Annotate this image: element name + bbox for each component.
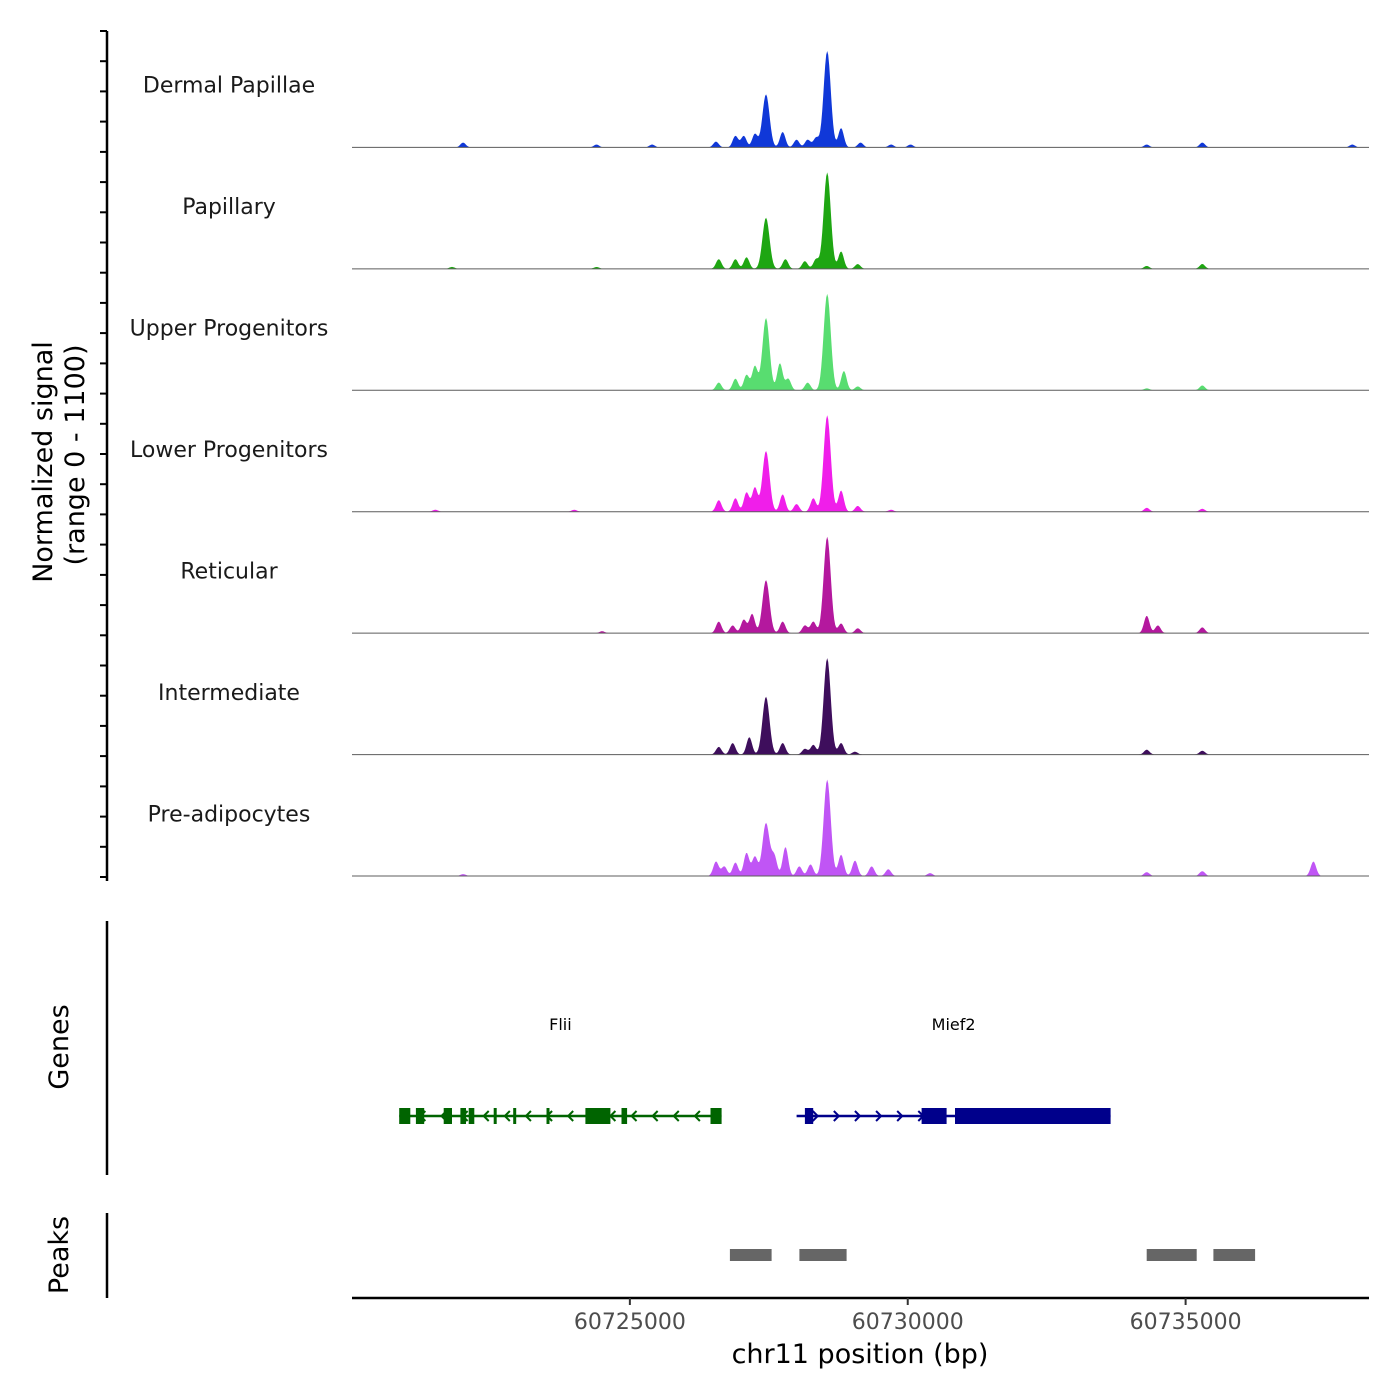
- exon-0-3: [460, 1108, 466, 1124]
- x-tick-label-2: 60735000: [1130, 1310, 1242, 1335]
- exon-0-7: [546, 1108, 550, 1124]
- strand-arrow: [503, 1110, 511, 1122]
- exon-0-2: [443, 1108, 452, 1124]
- x-tick-label-1: 60730000: [852, 1310, 964, 1335]
- signal-y-axis: [100, 30, 109, 881]
- peak-region-2: [1146, 1249, 1197, 1261]
- track-label-4: Reticular: [180, 559, 278, 584]
- strand-arrow: [651, 1110, 659, 1122]
- signal-area-6: [352, 779, 1369, 876]
- peak-region-0: [729, 1249, 772, 1261]
- exon-0-9: [621, 1108, 628, 1124]
- peak-region-3: [1213, 1249, 1256, 1261]
- exon-0-4: [468, 1108, 475, 1124]
- track-label-0: Dermal Papillae: [143, 74, 315, 99]
- track-label-2: Upper Progenitors: [130, 317, 329, 342]
- signal-area-5: [352, 658, 1369, 755]
- exon-0-1: [415, 1108, 425, 1124]
- exon-1-2: [955, 1108, 1111, 1124]
- gene-models: Flii Mief2: [399, 1015, 1111, 1124]
- track-label-3: Lower Progenitors: [130, 438, 328, 463]
- exon-0-8: [585, 1108, 611, 1124]
- genes-track-title: Genes: [44, 1004, 75, 1089]
- strand-arrow: [854, 1110, 862, 1122]
- signal-area-2: [352, 293, 1369, 391]
- signal-tracks: Dermal Papillae Papillary Upper Progenitor…: [130, 51, 1369, 877]
- exon-1-0: [804, 1108, 814, 1124]
- peaks-track-title: Peaks: [44, 1216, 75, 1294]
- strand-arrow: [812, 1110, 820, 1122]
- strand-arrow: [566, 1110, 574, 1122]
- y-axis-title-line2: (range 0 - 1100): [60, 345, 91, 566]
- strand-arrow: [524, 1110, 532, 1122]
- signal-area-1: [352, 172, 1369, 269]
- strand-arrow: [630, 1110, 638, 1122]
- gene-label-0: Flii: [549, 1015, 572, 1034]
- strand-arrow: [896, 1110, 904, 1122]
- strand-arrow: [875, 1110, 883, 1122]
- strand-arrow: [693, 1110, 701, 1122]
- strand-arrow: [482, 1110, 490, 1122]
- exon-0-6: [513, 1108, 517, 1124]
- exon-1-1: [921, 1108, 947, 1124]
- signal-area-3: [352, 415, 1369, 512]
- exon-0-10: [710, 1108, 722, 1124]
- exon-0-5: [493, 1108, 497, 1124]
- signal-area-4: [352, 536, 1369, 634]
- exon-0-0: [399, 1108, 411, 1124]
- peak-region-1: [799, 1249, 847, 1261]
- x-tick-label-0: 60725000: [574, 1310, 686, 1335]
- signal-area-0: [352, 51, 1369, 148]
- x-axis-ticks: 60725000 60730000 60735000: [574, 1298, 1242, 1335]
- peak-regions: [729, 1249, 1256, 1261]
- strand-arrow: [833, 1110, 841, 1122]
- strand-arrow: [672, 1110, 680, 1122]
- gene-label-1: Mief2: [932, 1015, 976, 1034]
- x-axis-title: chr11 position (bp): [732, 1339, 989, 1370]
- y-axis-title-line1: Normalized signal: [28, 341, 59, 583]
- track-label-6: Pre-adipocytes: [148, 802, 311, 827]
- track-label-5: Intermediate: [158, 681, 300, 706]
- strand-arrow: [609, 1110, 617, 1122]
- track-label-1: Papillary: [182, 195, 276, 220]
